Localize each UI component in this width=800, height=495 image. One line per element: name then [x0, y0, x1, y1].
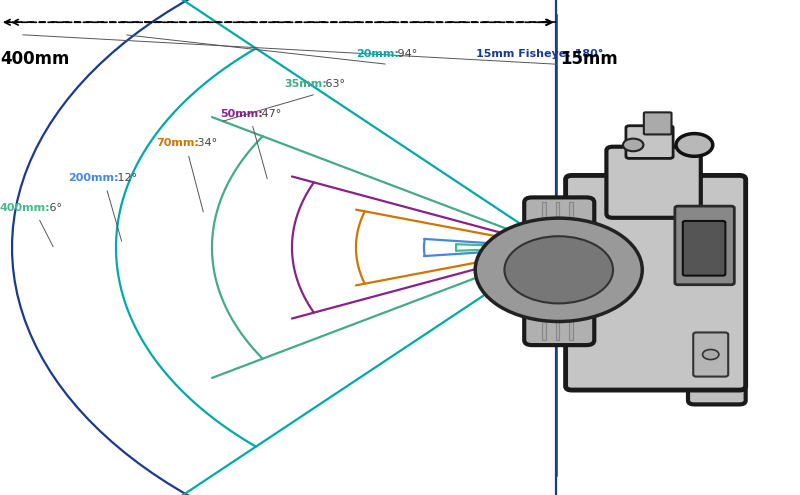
FancyBboxPatch shape	[524, 198, 594, 345]
Text: 400mm:: 400mm:	[0, 203, 50, 213]
Text: 12°: 12°	[114, 173, 137, 183]
Text: 34°: 34°	[194, 139, 217, 148]
FancyBboxPatch shape	[626, 126, 673, 158]
Text: 15mm: 15mm	[560, 50, 618, 67]
FancyBboxPatch shape	[606, 147, 701, 218]
Text: 200mm:: 200mm:	[68, 173, 118, 183]
Text: 50mm:: 50mm:	[220, 109, 262, 119]
FancyBboxPatch shape	[644, 112, 671, 135]
Bar	[542, 202, 546, 340]
Text: 94°: 94°	[394, 50, 418, 59]
Text: 400mm: 400mm	[0, 50, 70, 67]
Text: 6°: 6°	[46, 203, 62, 213]
Circle shape	[475, 218, 642, 322]
Text: 35mm:: 35mm:	[284, 79, 326, 89]
Circle shape	[676, 134, 713, 156]
FancyBboxPatch shape	[688, 224, 746, 404]
Bar	[556, 202, 559, 340]
FancyBboxPatch shape	[683, 221, 726, 276]
FancyBboxPatch shape	[675, 206, 734, 285]
Text: 47°: 47°	[258, 109, 282, 119]
FancyBboxPatch shape	[566, 175, 746, 390]
Circle shape	[623, 139, 643, 151]
Text: 63°: 63°	[322, 79, 345, 89]
Text: 70mm:: 70mm:	[156, 139, 199, 148]
Circle shape	[505, 236, 613, 303]
Circle shape	[702, 349, 719, 359]
Text: 15mm Fisheye: 180°: 15mm Fisheye: 180°	[476, 50, 603, 59]
Bar	[569, 202, 573, 340]
FancyBboxPatch shape	[694, 333, 728, 377]
Text: 20mm:: 20mm:	[356, 50, 399, 59]
